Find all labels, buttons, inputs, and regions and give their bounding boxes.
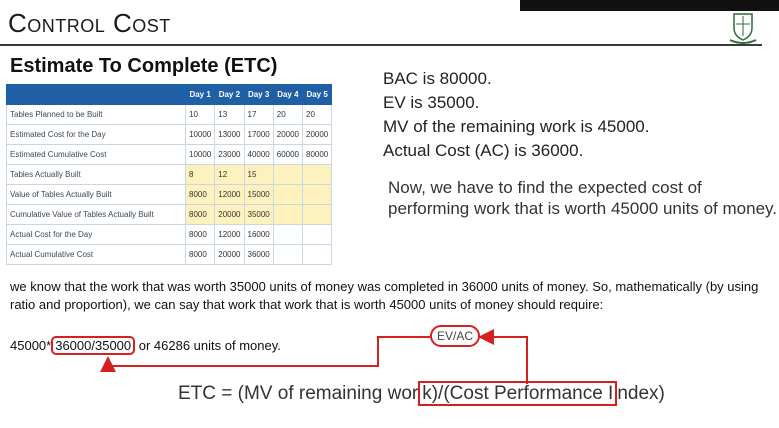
table-cell bbox=[272, 244, 304, 265]
table-cell: 13 bbox=[214, 104, 245, 125]
table-cell: 20 bbox=[301, 104, 333, 125]
table-header-day: Day 4 bbox=[272, 84, 304, 105]
table-cell: 17 bbox=[243, 104, 274, 125]
table-cell bbox=[272, 224, 304, 245]
table-cell bbox=[272, 164, 304, 185]
table-row: Value of Tables Actually Built 8000 12000 1… bbox=[6, 184, 333, 205]
ev-ac-annotation: EV/AC bbox=[430, 325, 481, 347]
table-cell: 8000 bbox=[184, 244, 216, 265]
table-cell: 10 bbox=[184, 104, 216, 125]
etc-data-table: Day 1 Day 2 Day 3 Day 4 Day 5 Tables Planned… bbox=[6, 84, 361, 272]
row-label: Tables Planned to be Built bbox=[6, 104, 186, 125]
table-cell bbox=[272, 184, 304, 205]
table-cell bbox=[301, 184, 333, 205]
table-row: Actual Cost for the Day 8000 12000 16000 bbox=[6, 224, 333, 245]
table-header-day: Day 2 bbox=[214, 84, 245, 105]
table-cell: 13000 bbox=[214, 124, 245, 145]
table-cell: 10000 bbox=[184, 124, 216, 145]
table-cell bbox=[301, 164, 333, 185]
table-header-day: Day 1 bbox=[184, 84, 216, 105]
table-cell: 12 bbox=[214, 164, 245, 185]
table-row: Estimated Cost for the Day 10000 13000 1700… bbox=[6, 124, 333, 145]
table-cell bbox=[301, 204, 333, 225]
table-header-day: Day 5 bbox=[301, 84, 333, 105]
stat-mv: MV of the remaining work is 45000. bbox=[383, 117, 650, 136]
table-cell: 20000 bbox=[272, 124, 304, 145]
row-label: Estimated Cumulative Cost bbox=[6, 144, 186, 165]
table-cell: 10000 bbox=[184, 144, 216, 165]
table-cell: 12000 bbox=[214, 224, 245, 245]
top-bar bbox=[520, 0, 779, 11]
formula-suffix: or 46286 units of money. bbox=[135, 338, 281, 353]
stat-ev: EV is 35000. bbox=[383, 93, 480, 112]
stat-ac: Actual Cost (AC) is 36000. bbox=[383, 141, 584, 160]
table-cell: 16000 bbox=[243, 224, 274, 245]
row-label: Actual Cumulative Cost bbox=[6, 244, 186, 265]
table-cell: 12000 bbox=[214, 184, 245, 205]
table-cell: 20 bbox=[272, 104, 304, 125]
etc-formula-start: ETC = (MV of remaining wor bbox=[178, 383, 419, 404]
table-row: Actual Cumulative Cost 8000 20000 36000 bbox=[6, 244, 333, 265]
table-cell: 20000 bbox=[214, 244, 245, 265]
title-divider bbox=[0, 44, 762, 46]
etc-formula-end: ndex) bbox=[617, 383, 665, 404]
table-header-label bbox=[6, 84, 186, 105]
table-cell: 80000 bbox=[301, 144, 333, 165]
section-heading: Estimate To Complete (ETC) bbox=[10, 55, 278, 77]
table-cell: 60000 bbox=[272, 144, 304, 165]
row-label: Value of Tables Actually Built bbox=[6, 184, 186, 205]
table-cell: 17000 bbox=[243, 124, 274, 145]
table-cell: 20000 bbox=[214, 204, 245, 225]
table-row: Tables Planned to be Built 10 13 17 20 20 bbox=[6, 104, 333, 125]
row-label: Actual Cost for the Day bbox=[6, 224, 186, 245]
table-cell: 20000 bbox=[301, 124, 333, 145]
stat-bac: BAC is 80000. bbox=[383, 69, 492, 88]
row-label: Estimated Cost for the Day bbox=[6, 124, 186, 145]
crest-logo-icon bbox=[729, 13, 757, 44]
cpi-highlight: k)/(Cost Performance I bbox=[418, 381, 618, 406]
table-row: Estimated Cumulative Cost 10000 23000 40000… bbox=[6, 144, 333, 165]
table-cell bbox=[272, 204, 304, 225]
table-cell: 35000 bbox=[243, 204, 274, 225]
arrow-cpi-to-evac bbox=[478, 329, 528, 384]
row-label: Cumulative Value of Tables Actually Buil… bbox=[6, 204, 186, 225]
etc-calculation: 45000* 36000/35000 or 46286 units of mone… bbox=[10, 336, 281, 355]
table-cell bbox=[301, 224, 333, 245]
table-cell: 15000 bbox=[243, 184, 274, 205]
table-cell: 36000 bbox=[243, 244, 274, 265]
table-row: Cumulative Value of Tables Actually Buil… bbox=[6, 204, 333, 225]
table-header-day: Day 3 bbox=[243, 84, 274, 105]
table-cell: 8000 bbox=[184, 204, 216, 225]
table-cell: 8000 bbox=[184, 224, 216, 245]
table-cell: 15 bbox=[243, 164, 274, 185]
slide-title: Control Cost bbox=[8, 8, 171, 38]
table-cell: 8000 bbox=[184, 184, 216, 205]
table-cell: 23000 bbox=[214, 144, 245, 165]
row-label: Tables Actually Built bbox=[6, 164, 186, 185]
table-row: Tables Actually Built 8 12 15 bbox=[6, 164, 333, 185]
explanation-text: we know that the work that was worth 350… bbox=[10, 279, 759, 312]
ratio-highlight: 36000/35000 bbox=[51, 336, 136, 355]
etc-formula: ETC = (MV of remaining wor k)/(Cost Perfo… bbox=[178, 381, 665, 406]
table-cell: 40000 bbox=[243, 144, 274, 165]
table-cell bbox=[301, 244, 333, 265]
table-cell: 8 bbox=[184, 164, 216, 185]
objective-paragraph: Now, we have to find the expected cost o… bbox=[388, 178, 777, 218]
formula-prefix: 45000* bbox=[10, 338, 52, 353]
